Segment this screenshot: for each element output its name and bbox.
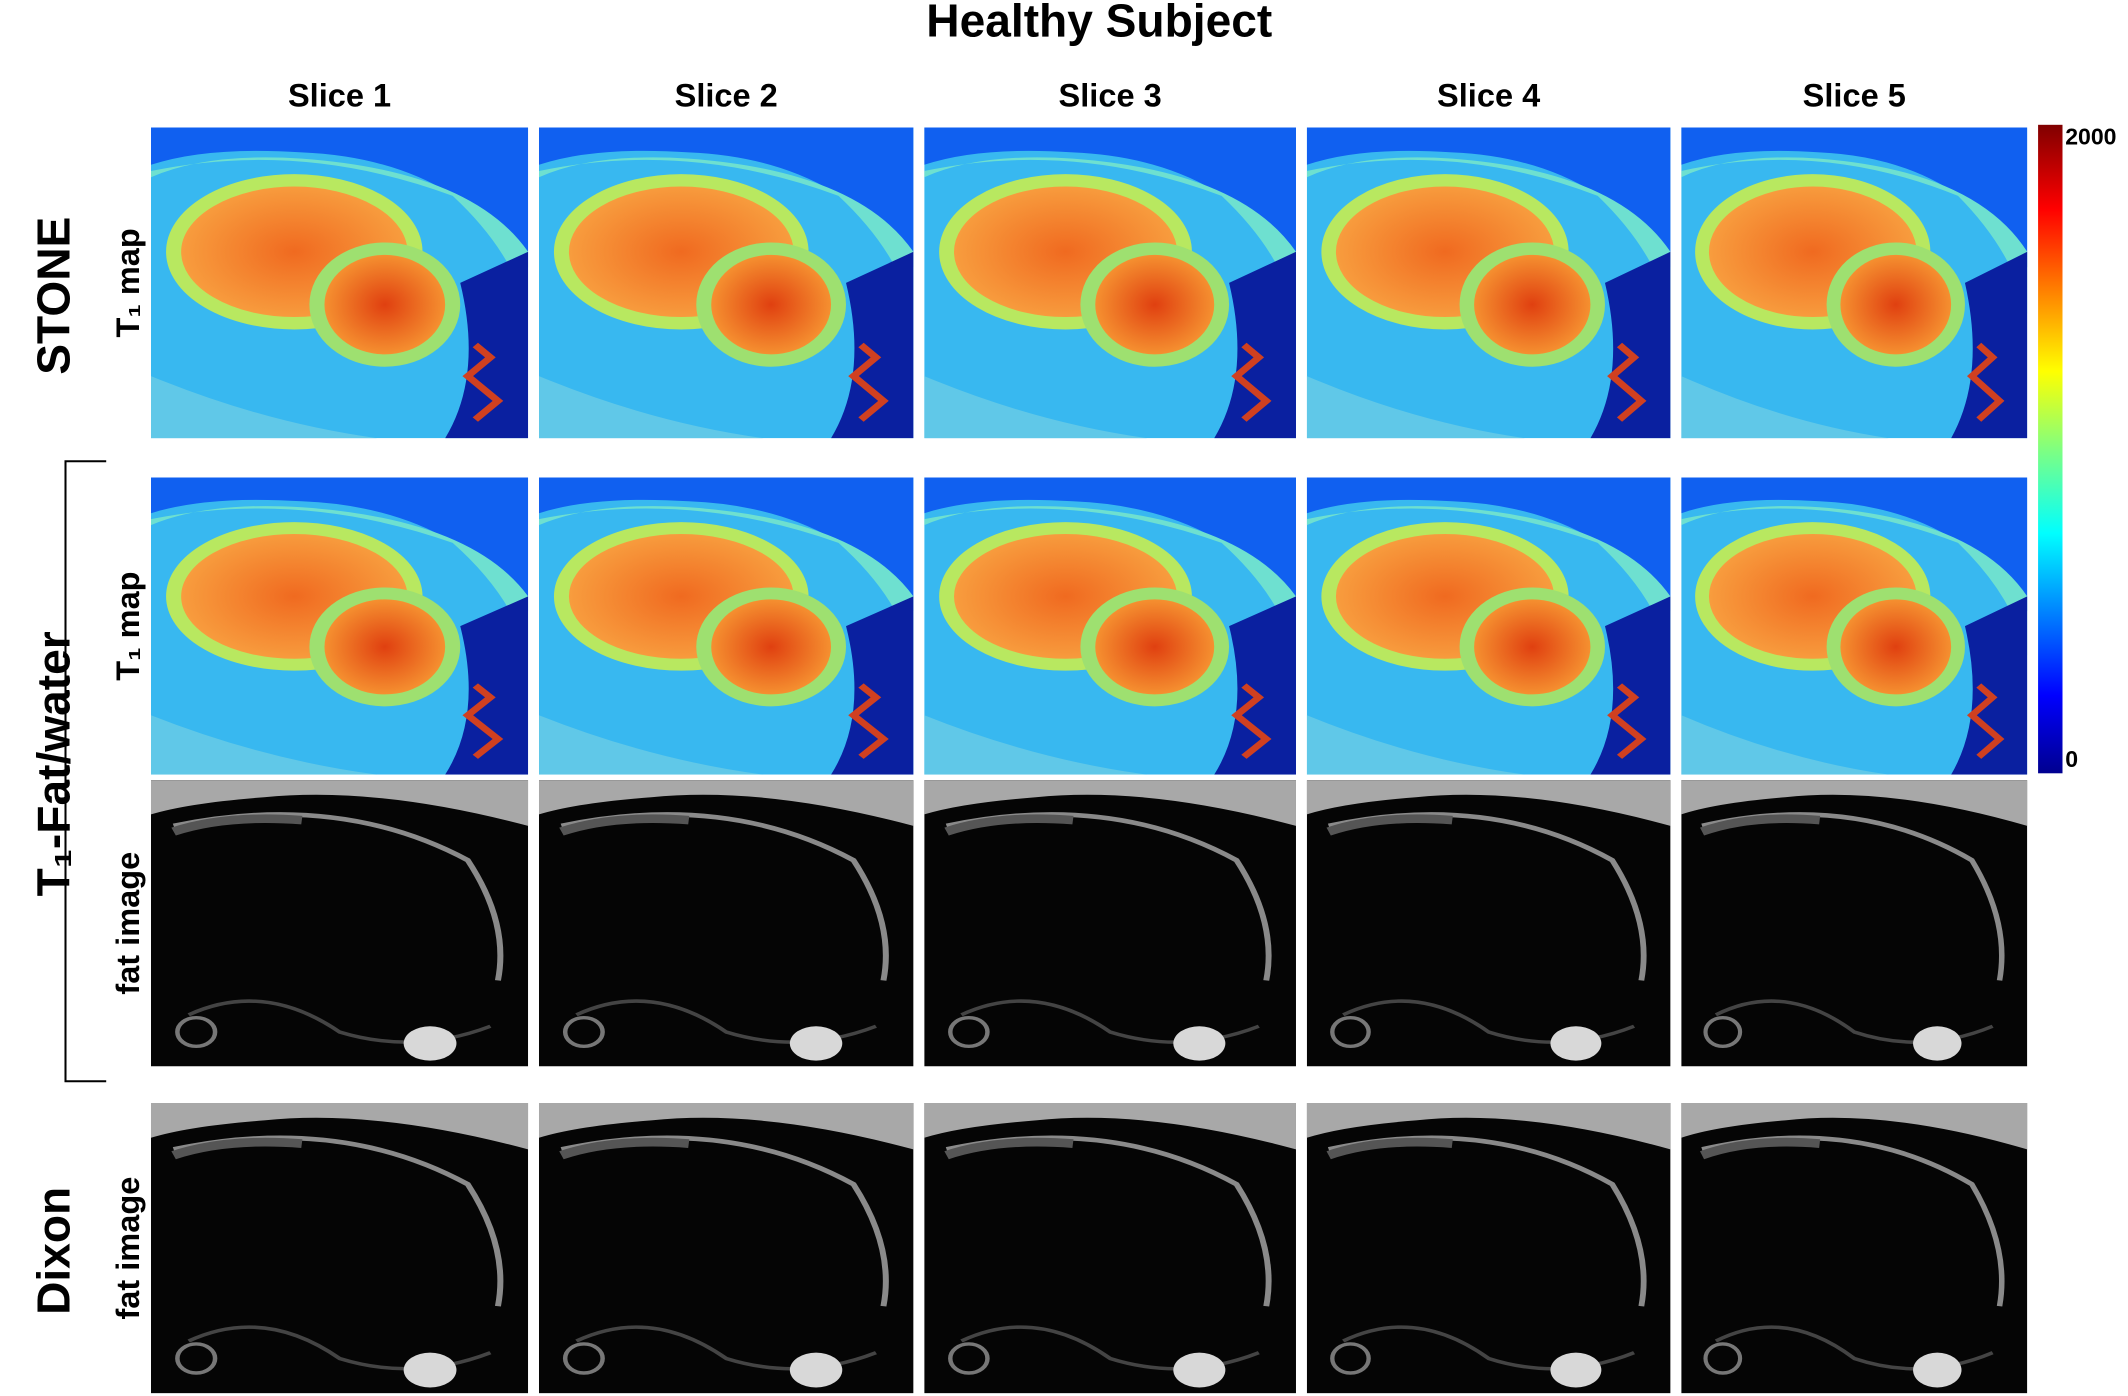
image-panel [539,128,913,439]
group-label: Dixon [28,1187,80,1315]
image-panel [1307,780,1671,1066]
row-label: fat image [110,852,146,995]
image-panel [924,780,1296,1066]
group-bracket [64,460,107,1083]
column-header: Slice 3 [1059,77,1162,113]
image-panel [1681,128,2027,439]
row-label: T₁ map [110,228,146,337]
colorbar-min: 0 [2065,746,2078,772]
image-panel [151,1103,528,1393]
image-panel [924,128,1296,439]
image-panel [1307,128,1671,439]
image-panel [151,478,528,775]
image-panel [1307,478,1671,775]
image-panel [1681,1103,2027,1393]
image-panel [539,1103,913,1393]
row-label: T₁ map [110,571,146,680]
image-panel [1681,780,2027,1066]
figure-title: Healthy Subject [926,0,1272,47]
image-panel [924,1103,1296,1393]
image-panel [539,478,913,775]
column-header: Slice 1 [288,77,391,113]
image-panel [924,478,1296,775]
column-header: Slice 4 [1437,77,1540,113]
image-panel [1307,1103,1671,1393]
colorbar-max: 2000 [2065,123,2116,149]
image-panel [151,128,528,439]
colorbar [2038,124,2063,774]
column-header: Slice 2 [675,77,778,113]
row-label: fat image [110,1177,146,1320]
group-label: STONE [28,217,80,375]
image-panel [151,780,528,1066]
group-label: T₁-Fat/water [28,631,80,896]
column-header: Slice 5 [1803,77,1906,113]
image-panel [539,780,913,1066]
image-panel [1681,478,2027,775]
